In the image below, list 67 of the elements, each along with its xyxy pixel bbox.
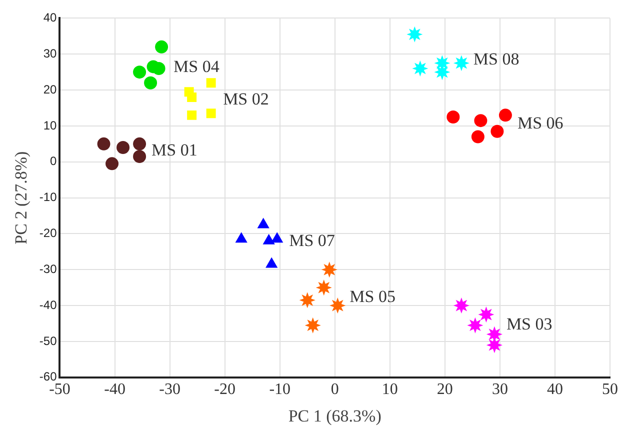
point [266,258,278,268]
point [406,26,423,42]
point [299,292,316,308]
x-axis-title: PC 1 (68.3%) [288,406,382,426]
x-tick-label: -20 [214,381,236,398]
point [152,62,166,75]
point [133,137,146,150]
point [144,76,158,90]
point [206,108,216,118]
series-label: MS 07 [289,231,336,250]
point [106,157,119,170]
point [133,66,146,79]
point [133,150,146,163]
point [187,110,197,120]
point [330,298,346,314]
y-axis-title: PC 2 (27.8%) [12,151,31,244]
series-label: MS 08 [473,50,520,69]
y-tick-label: 30 [43,46,58,60]
point [258,218,270,228]
x-tick-label: 30 [492,381,508,398]
point [236,232,248,243]
y-tick-label: -10 [39,190,58,204]
point [271,232,283,243]
y-tick-label: 0 [50,154,58,168]
series-label: MS 06 [517,114,564,133]
y-tick-label: 10 [43,118,58,132]
point [97,137,110,150]
x-tick-label: 50 [602,381,618,398]
series-label: MS 02 [223,90,269,109]
point [478,306,494,323]
point [474,114,488,128]
series-label: MS 03 [506,314,552,334]
point [304,317,321,334]
point [412,60,428,76]
y-tick-label: -40 [39,298,58,312]
y-tick-label: 20 [43,82,58,96]
x-tick-label: 20 [436,381,453,398]
point [490,124,504,138]
y-tick-label: 40 [43,10,58,25]
point [155,40,168,54]
point [486,337,502,354]
y-tick-label: -30 [39,262,58,276]
series-label: MS 01 [152,140,198,160]
point [446,110,460,124]
x-tick-label: 0 [330,381,339,398]
point [453,298,470,314]
point [187,92,197,102]
series-label: MS 05 [350,287,396,306]
y-tick-label: -60 [39,370,58,384]
point [453,55,470,72]
point [467,317,484,334]
y-tick-label: -20 [39,226,58,240]
point [471,130,484,144]
point [263,234,275,244]
series-label: MS 04 [174,56,220,76]
point [498,108,512,122]
point [316,280,332,296]
x-tick-label: 40 [546,381,563,398]
x-tick-label: -40 [104,381,126,398]
point [206,78,216,88]
y-tick-label: -50 [39,334,58,348]
x-tick-label: 10 [382,381,398,398]
point [321,262,338,278]
point [434,64,450,80]
x-tick-label: -10 [269,381,291,398]
x-tick-label: -30 [159,381,180,398]
point [116,141,130,154]
